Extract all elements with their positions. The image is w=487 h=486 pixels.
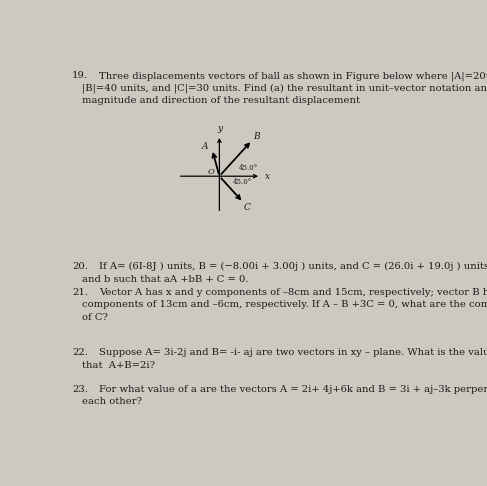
Text: components of 13cm and –6cm, respectively. If A – B +3C = 0, what are the compon: components of 13cm and –6cm, respectivel… xyxy=(82,300,487,310)
Text: 19.: 19. xyxy=(72,71,88,80)
Text: 21.: 21. xyxy=(72,288,88,297)
Text: y: y xyxy=(217,123,222,133)
Text: If A= (6I-8J ) units, B = (−8.00i + 3.00j ) units, and C = (26.0i + 19.0j ) unit: If A= (6I-8J ) units, B = (−8.00i + 3.00… xyxy=(98,262,487,271)
Text: Three displacements vectors of ball as shown in Figure below where |A|=20units,: Three displacements vectors of ball as s… xyxy=(98,71,487,81)
Text: 45.0°: 45.0° xyxy=(238,164,258,172)
Text: For what value of a are the vectors A = 2i+ 4j+6k and B = 3i + aj–3k perpendicul: For what value of a are the vectors A = … xyxy=(98,384,487,394)
Text: O: O xyxy=(207,168,215,176)
Text: 23.: 23. xyxy=(72,384,88,394)
Text: 45.0°: 45.0° xyxy=(233,178,252,187)
Text: x: x xyxy=(265,172,271,181)
Text: B: B xyxy=(253,132,260,141)
Text: that  A+B=2i?: that A+B=2i? xyxy=(82,361,155,370)
Text: A: A xyxy=(202,141,208,151)
Text: 20.: 20. xyxy=(72,262,88,271)
Text: magnitude and direction of the resultant displacement: magnitude and direction of the resultant… xyxy=(82,97,359,105)
Text: each other?: each other? xyxy=(82,398,142,406)
Text: Vector A has x and y components of –8cm and 15cm, respectively; vector B has x a: Vector A has x and y components of –8cm … xyxy=(98,288,487,297)
Text: C: C xyxy=(244,203,251,211)
Text: and b such that aA +bB + C = 0.: and b such that aA +bB + C = 0. xyxy=(82,275,248,284)
Text: of C?: of C? xyxy=(82,313,108,322)
Text: Suppose A= 3i-2j and B= -i- aj are two vectors in xy – plane. What is the value : Suppose A= 3i-2j and B= -i- aj are two v… xyxy=(98,348,487,357)
Text: |B|=40 units, and |C|=30 units. Find (a) the resultant in unit–vector notation a: |B|=40 units, and |C|=30 units. Find (a)… xyxy=(82,84,487,93)
Text: 22.: 22. xyxy=(72,348,88,357)
